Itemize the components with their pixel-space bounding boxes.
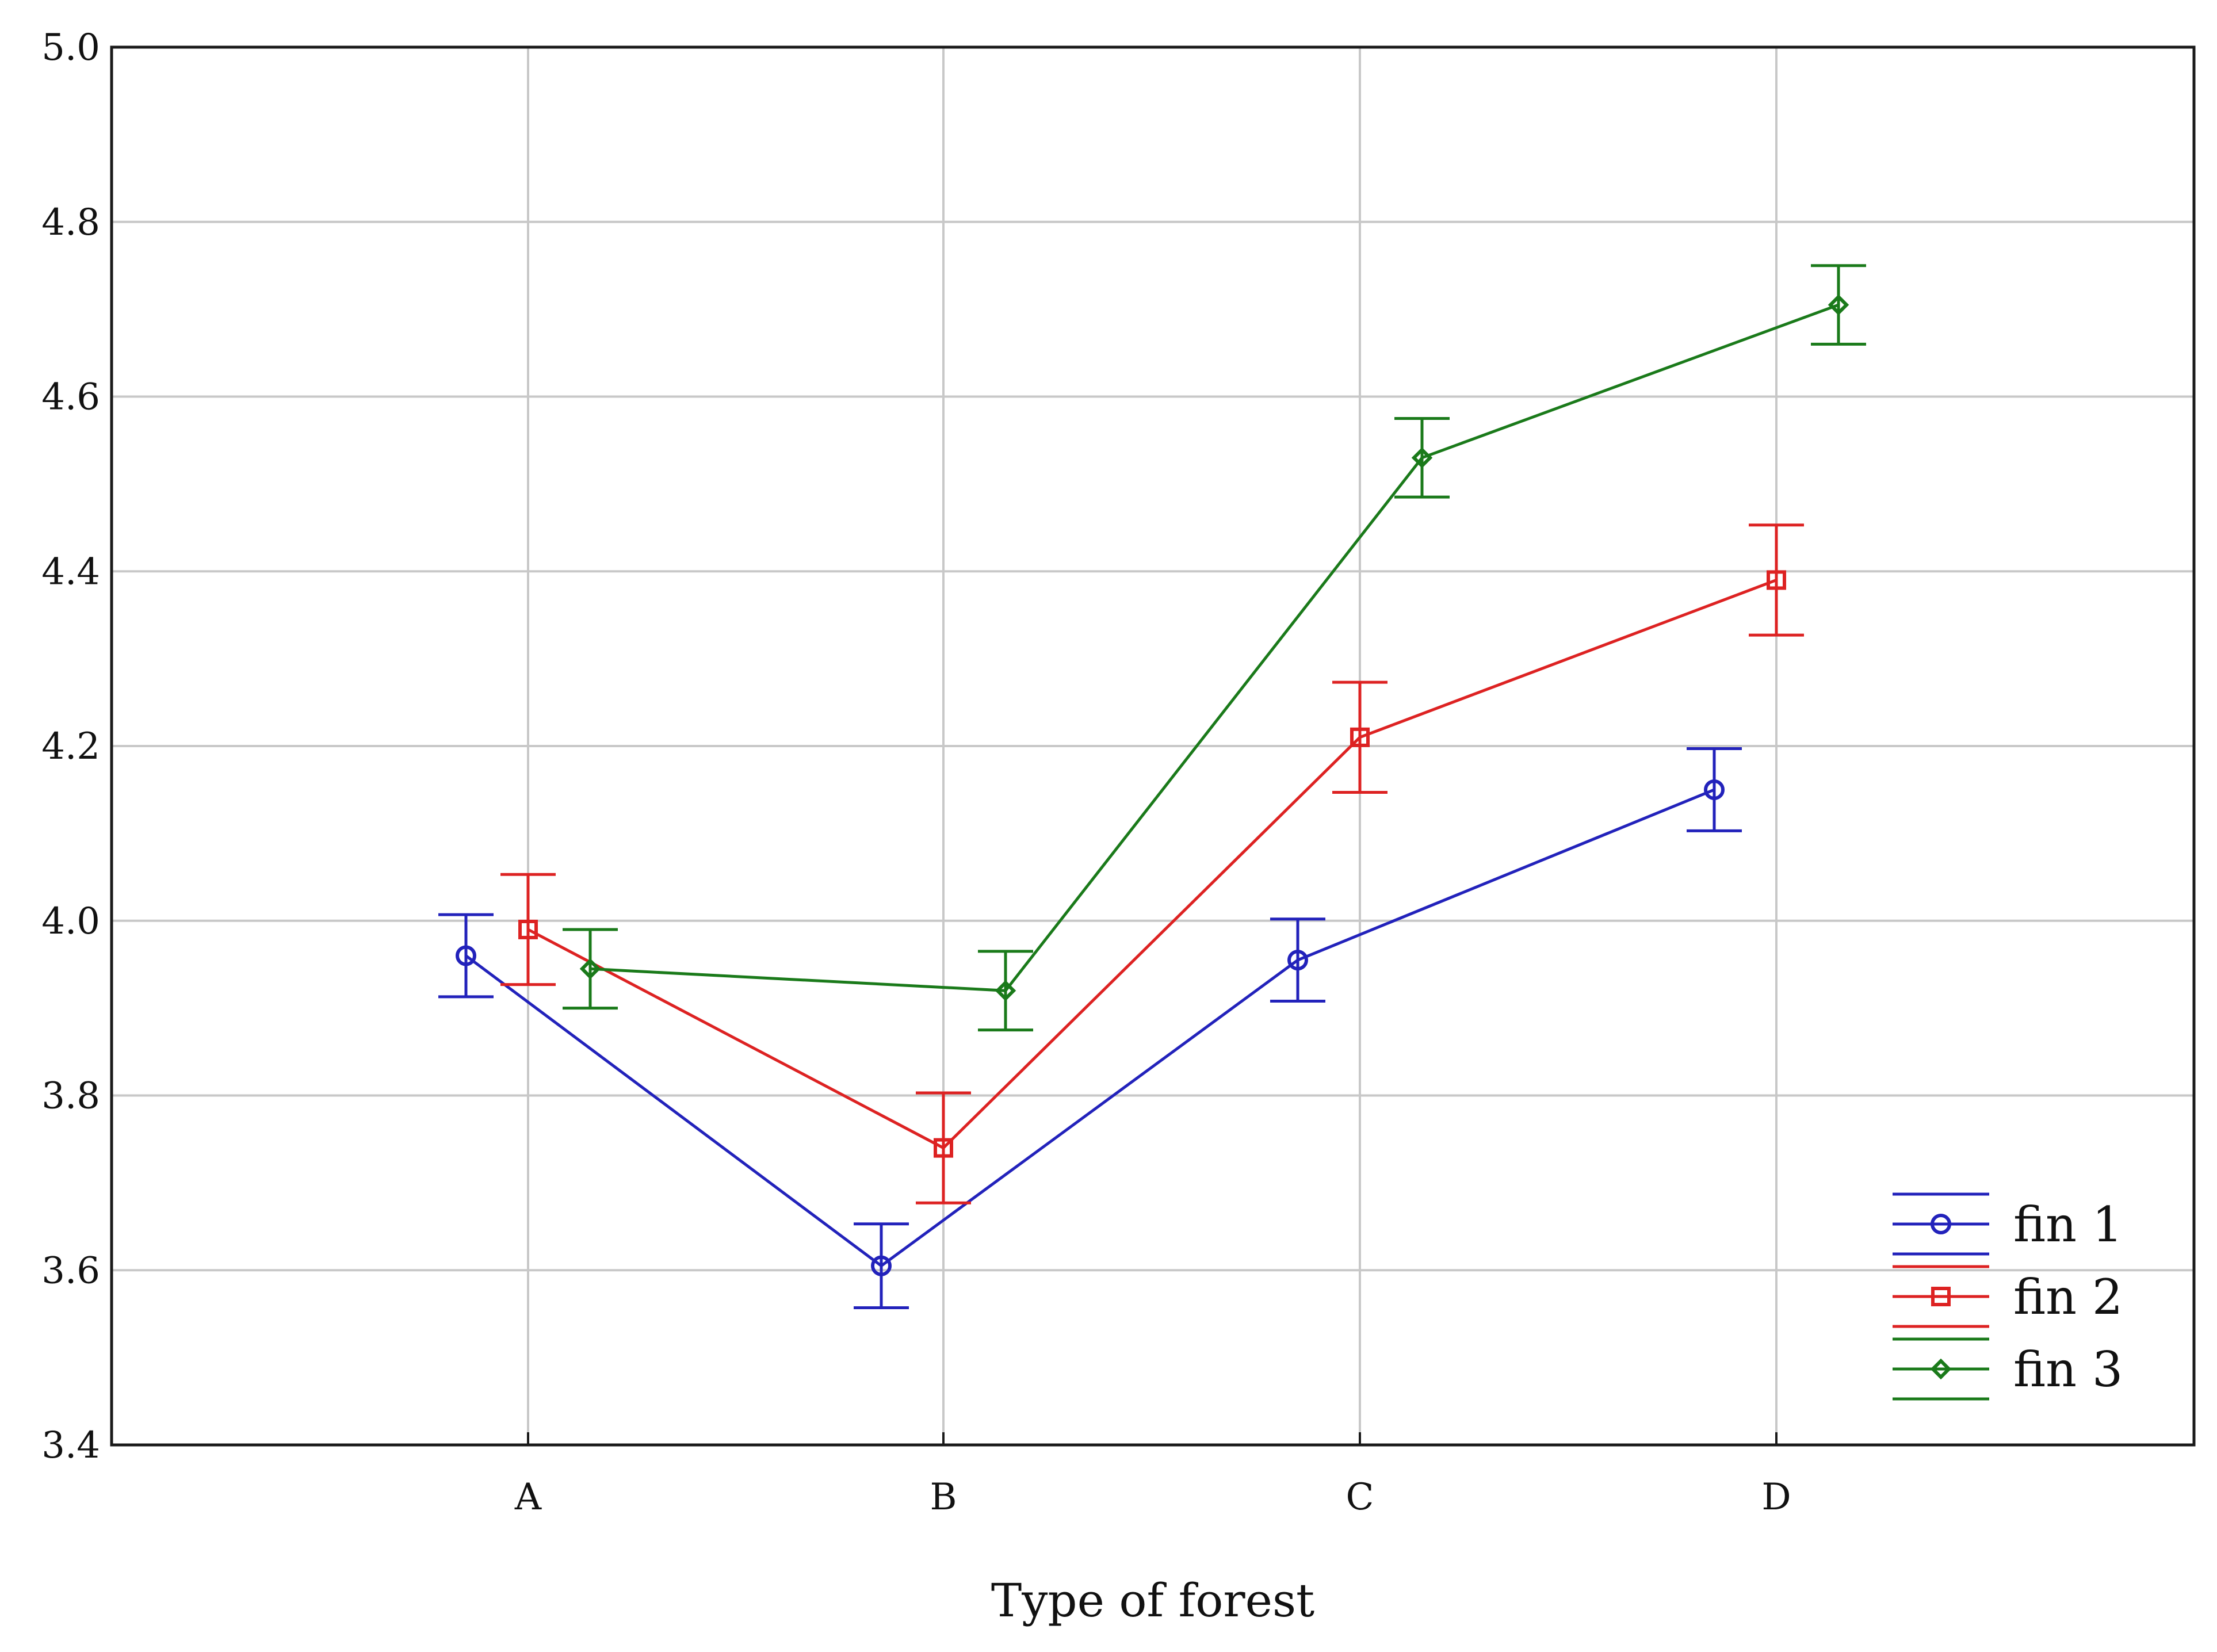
y-tick-label: 3.8 bbox=[41, 1075, 100, 1118]
data-point bbox=[934, 1138, 953, 1158]
data-point bbox=[1767, 570, 1786, 590]
y-tick-label: 4.8 bbox=[41, 201, 100, 244]
legend-label: fin 1 bbox=[2013, 1196, 2123, 1253]
series-fin-2 bbox=[500, 523, 1804, 1204]
legend-label: fin 3 bbox=[2013, 1341, 2123, 1398]
y-tick-label: 3.4 bbox=[41, 1424, 100, 1467]
y-tick-label: 4.2 bbox=[41, 725, 100, 768]
legend-entry: fin 2 bbox=[1893, 1265, 2123, 1328]
data-point bbox=[995, 980, 1016, 1001]
x-tick-label: D bbox=[1761, 1476, 1791, 1519]
data-point bbox=[1411, 447, 1433, 469]
x-tick-label: B bbox=[930, 1476, 957, 1519]
series-line bbox=[465, 788, 1715, 1268]
data-point bbox=[518, 919, 538, 939]
series-group bbox=[438, 264, 1866, 1310]
legend-marker bbox=[1931, 1214, 1951, 1234]
data-point bbox=[1350, 727, 1370, 747]
legend-entry: fin 1 bbox=[1893, 1192, 2123, 1256]
legend-marker bbox=[1930, 1358, 1952, 1380]
data-point bbox=[579, 958, 601, 980]
series-line bbox=[527, 579, 1777, 1150]
y-tick-label: 4.0 bbox=[41, 900, 100, 943]
plot-frame bbox=[110, 45, 2196, 1447]
legend-entry: fin 3 bbox=[1893, 1337, 2123, 1401]
y-tick-label: 3.6 bbox=[41, 1249, 100, 1292]
x-tick-label: A bbox=[514, 1476, 542, 1519]
data-point bbox=[1287, 950, 1308, 971]
y-tick-label: 4.4 bbox=[41, 550, 100, 593]
x-axis-title: Type of forest bbox=[991, 1574, 1314, 1627]
x-tick-label: C bbox=[1346, 1476, 1374, 1519]
legend: fin 1 fin 2 fin 3 bbox=[1893, 1192, 2123, 1401]
data-point bbox=[456, 945, 476, 966]
data-point bbox=[1828, 294, 1849, 316]
series-line bbox=[590, 303, 1839, 992]
y-tick-label: 5.0 bbox=[41, 26, 100, 69]
x-axis-ticks: A B C D bbox=[514, 1432, 1791, 1519]
y-axis-ticks: 3.4 3.6 3.8 4.0 4.2 4.4 4.6 4.8 5.0 bbox=[41, 26, 100, 1467]
series-fin-1 bbox=[438, 747, 1742, 1310]
y-tick-label: 4.6 bbox=[41, 376, 100, 419]
legend-label: fin 2 bbox=[2013, 1269, 2123, 1325]
data-point bbox=[871, 1255, 892, 1276]
legend-marker bbox=[1931, 1287, 1951, 1306]
data-point bbox=[1704, 779, 1725, 800]
grid bbox=[112, 47, 2194, 1445]
series-fin-3 bbox=[563, 264, 1866, 1032]
